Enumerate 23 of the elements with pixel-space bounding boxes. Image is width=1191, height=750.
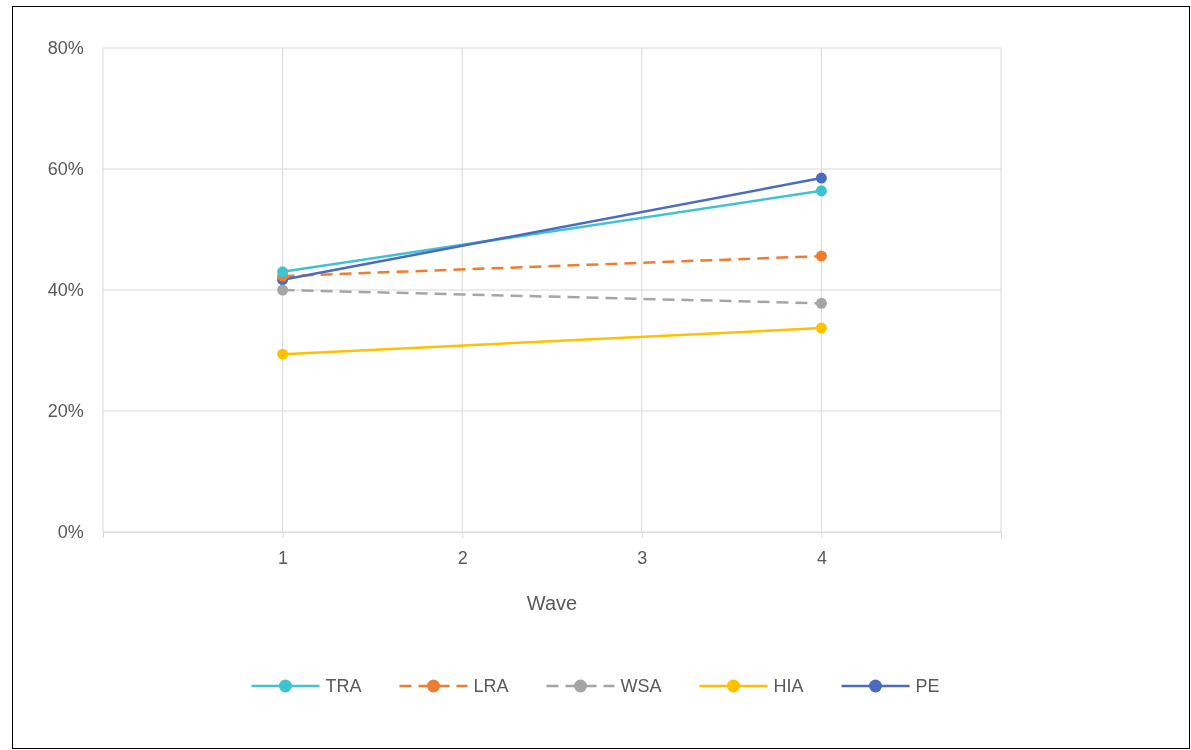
point: [815, 250, 827, 262]
point: [277, 266, 289, 278]
legend-label: TRA: [325, 676, 362, 696]
point: [277, 284, 289, 296]
legend-label: WSA: [620, 676, 662, 696]
x-tick-label: 1: [278, 548, 289, 569]
legend-label: LRA: [473, 676, 509, 696]
point: [277, 348, 289, 360]
legend-label: PE: [915, 676, 940, 696]
x-tick-label: 4: [816, 548, 827, 569]
legend-label: HIA: [773, 676, 804, 696]
point: [815, 172, 827, 184]
y-tick-label: 20%: [47, 401, 84, 422]
y-tick-label: 0%: [57, 522, 84, 543]
point: [815, 185, 827, 197]
x-tick-label: 2: [457, 548, 468, 569]
point: [815, 322, 827, 334]
point: [815, 297, 827, 309]
y-tick-label: 80%: [47, 38, 84, 59]
x-tick-label: 3: [637, 548, 648, 569]
y-tick-label: 40%: [47, 280, 84, 301]
y-tick-label: 60%: [47, 159, 84, 180]
x-axis-title: Wave: [526, 592, 578, 614]
